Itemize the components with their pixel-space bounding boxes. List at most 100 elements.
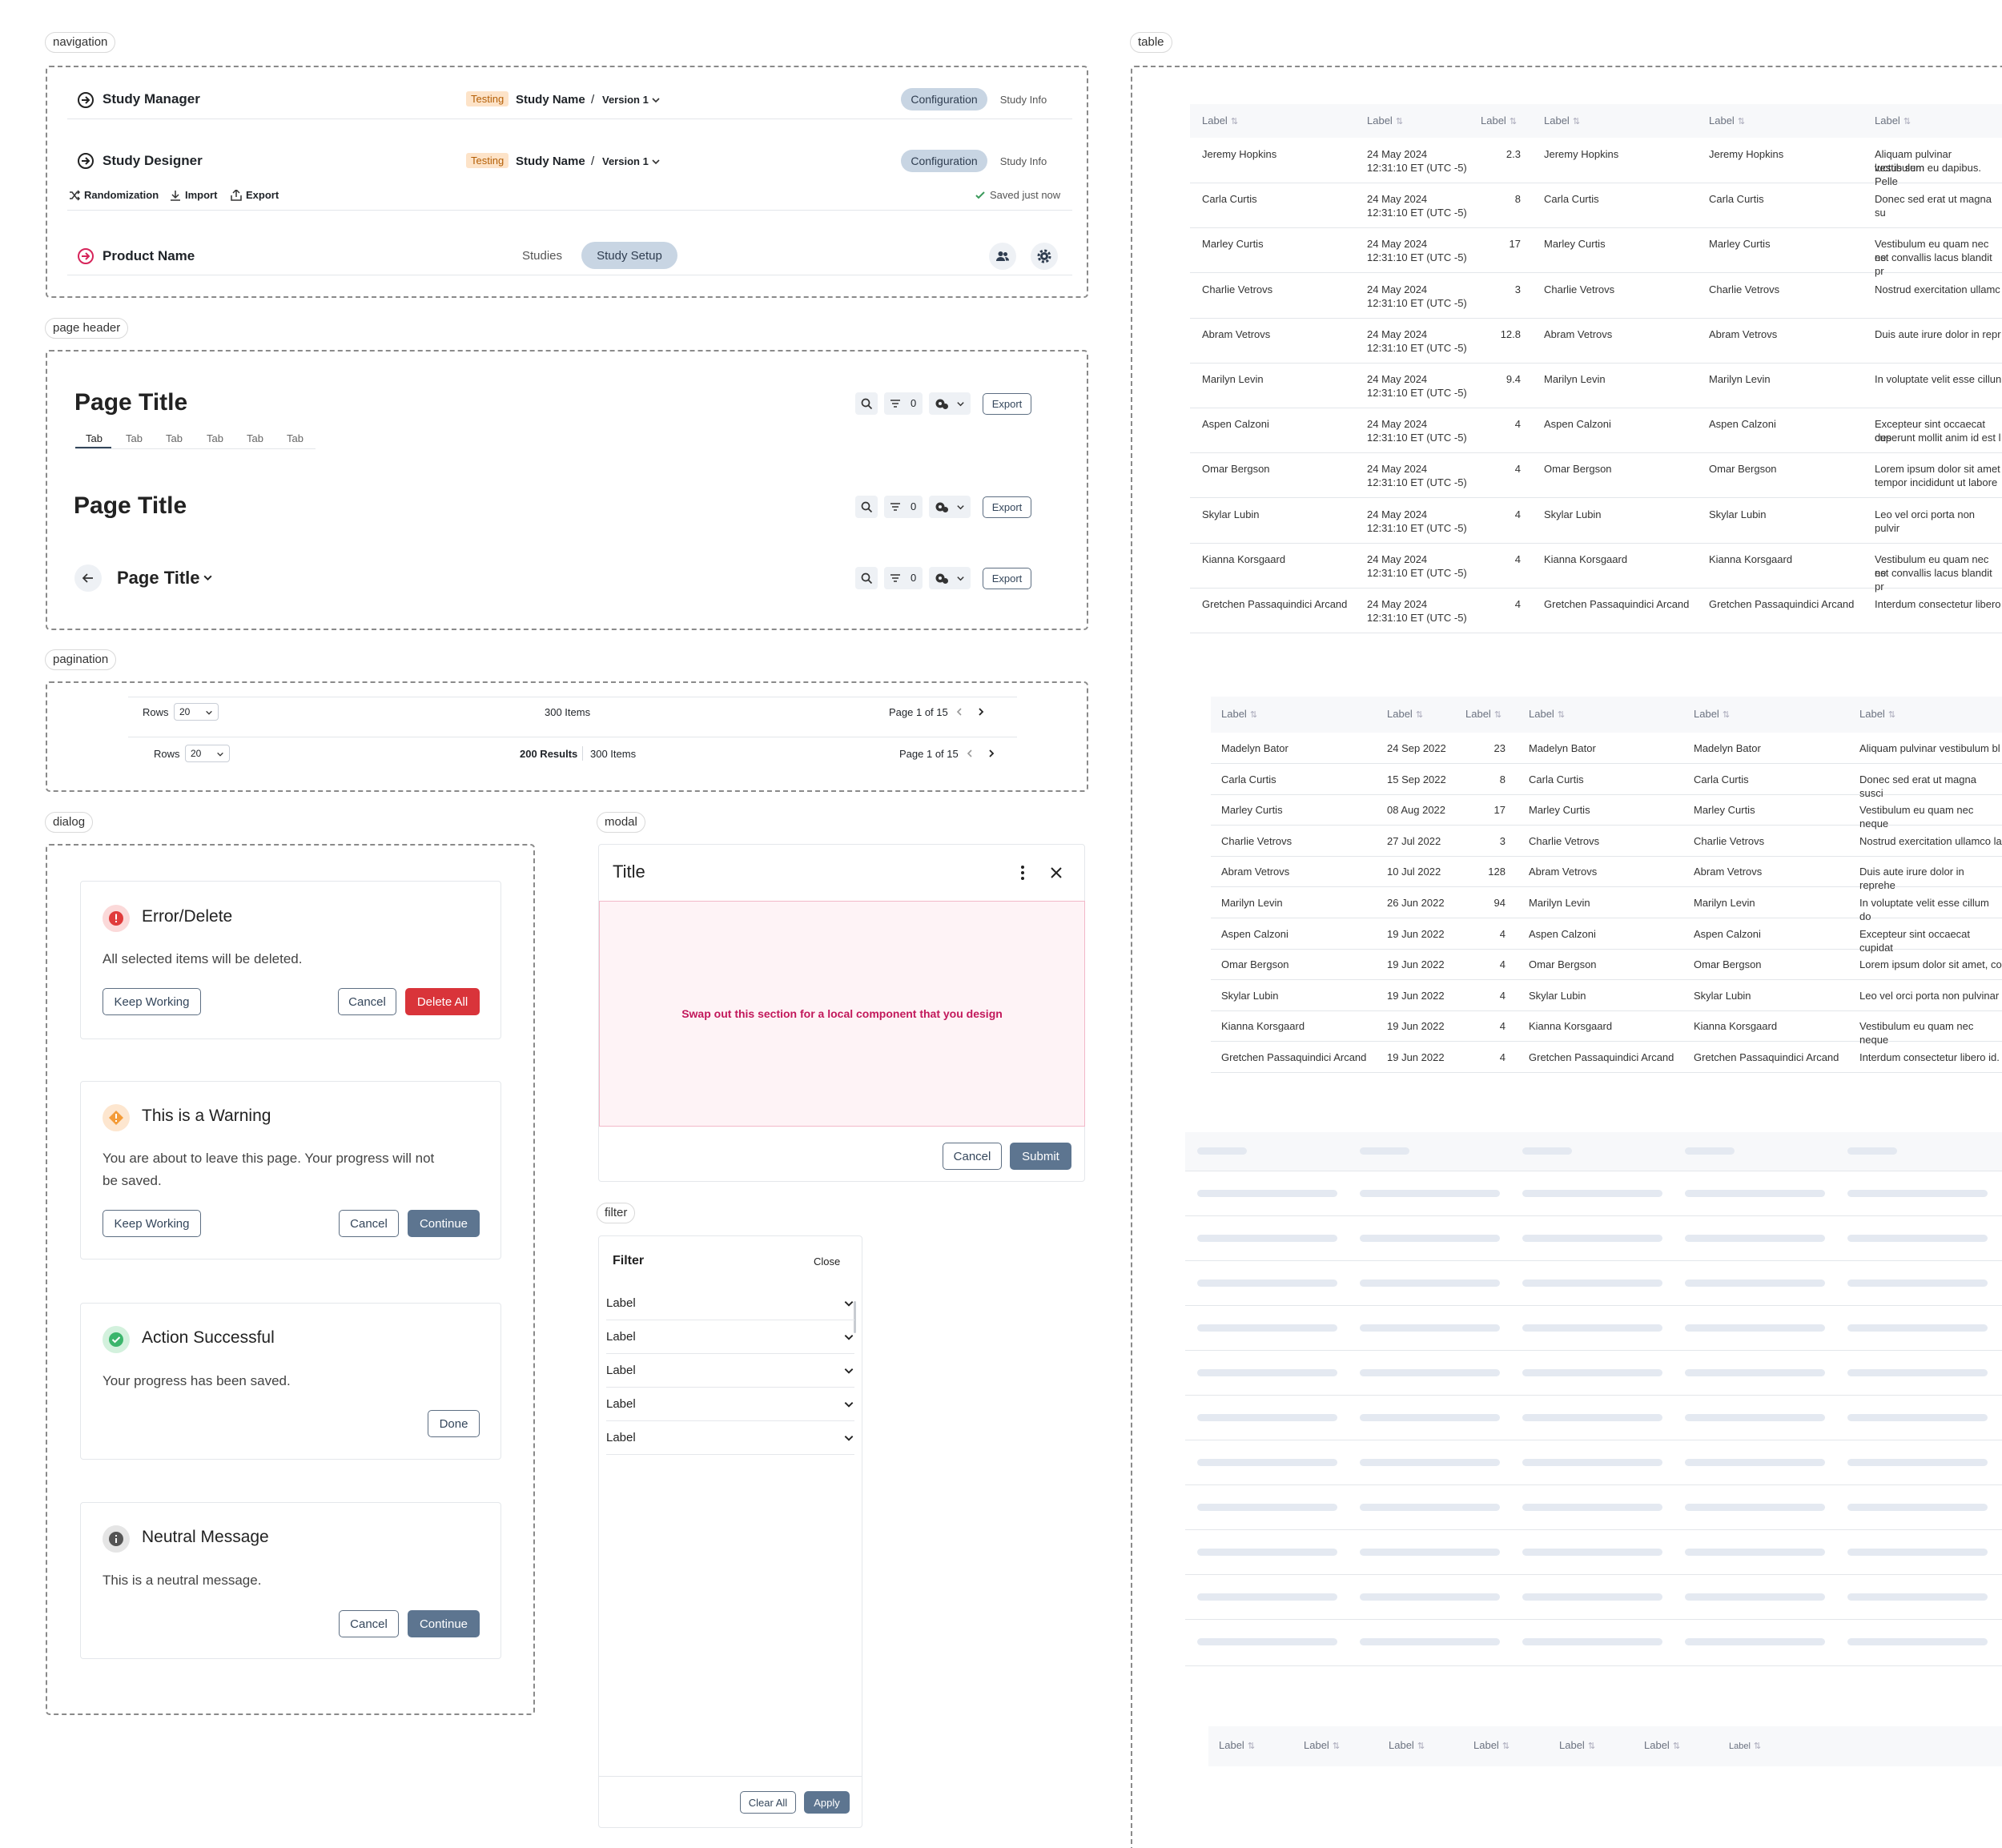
export-button[interactable]: Export <box>983 393 1031 415</box>
chevron-left-icon[interactable] <box>953 705 966 718</box>
sort-icon[interactable]: ⇅ <box>1247 1742 1256 1751</box>
cancel-button[interactable]: Cancel <box>339 1610 399 1637</box>
filter-item[interactable]: Label <box>606 1354 854 1388</box>
tab-study-setup[interactable]: Study Setup <box>581 242 677 269</box>
users-icon[interactable] <box>989 243 1016 270</box>
sort-icon[interactable]: ⇅ <box>1722 710 1731 720</box>
chevron-down-icon[interactable] <box>650 94 661 106</box>
sort-icon[interactable]: ⇅ <box>1493 710 1502 720</box>
delete-all-button[interactable]: Delete All <box>405 988 480 1015</box>
export-button[interactable]: Export <box>246 189 279 201</box>
column-header[interactable]: Label ⇅ <box>1729 1742 1762 1751</box>
column-header[interactable]: Label ⇅ <box>1709 114 1746 127</box>
search-icon[interactable] <box>855 496 878 518</box>
filter-button[interactable]: 0 <box>884 392 923 415</box>
keep-working-button[interactable]: Keep Working <box>103 1210 201 1237</box>
column-header[interactable]: Label ⇅ <box>1367 114 1404 127</box>
column-header[interactable]: Label ⇅ <box>1644 1739 1681 1751</box>
close-icon[interactable] <box>1047 863 1066 882</box>
column-header[interactable]: Label ⇅ <box>1544 114 1581 127</box>
done-button[interactable]: Done <box>428 1410 480 1437</box>
sort-icon[interactable]: ⇅ <box>1502 1742 1510 1751</box>
column-header[interactable]: Label ⇅ <box>1202 114 1239 127</box>
cancel-button[interactable]: Cancel <box>943 1143 1002 1170</box>
tab-configuration[interactable]: Configuration <box>901 150 987 172</box>
chevron-right-icon[interactable] <box>975 705 987 718</box>
filter-item[interactable]: Label <box>606 1421 854 1455</box>
tab[interactable]: Tab <box>287 432 304 444</box>
tab[interactable]: Tab <box>166 432 183 444</box>
column-header[interactable]: Label ⇅ <box>1221 708 1258 720</box>
tab[interactable]: Tab <box>126 432 143 444</box>
tab-study-info[interactable]: Study Info <box>999 155 1047 167</box>
settings-dropdown[interactable] <box>929 496 971 518</box>
study-name[interactable]: Study Name <box>516 93 585 106</box>
export-button[interactable]: Export <box>983 496 1031 518</box>
filter-button[interactable]: 0 <box>884 496 923 518</box>
settings-dropdown[interactable] <box>929 392 971 415</box>
column-header[interactable]: Label ⇅ <box>1389 1739 1425 1751</box>
sort-icon[interactable]: ⇅ <box>1737 117 1746 127</box>
sort-icon[interactable]: ⇅ <box>1753 1742 1762 1751</box>
column-header[interactable]: Label ⇅ <box>1481 114 1518 127</box>
column-header[interactable]: Label ⇅ <box>1473 1739 1510 1751</box>
version-selector[interactable]: Version 1 <box>602 94 649 106</box>
sort-icon[interactable]: ⇅ <box>1903 117 1912 127</box>
column-header[interactable]: Label ⇅ <box>1559 1739 1596 1751</box>
rows-select[interactable]: 20 <box>185 745 230 762</box>
chevron-left-icon[interactable] <box>963 747 976 760</box>
column-header[interactable]: Label ⇅ <box>1304 1739 1341 1751</box>
page-title-dropdown[interactable]: Page Title <box>117 568 200 588</box>
tab[interactable]: Tab <box>247 432 263 444</box>
column-header[interactable]: Label ⇅ <box>1529 708 1566 720</box>
chevron-right-icon[interactable] <box>985 747 998 760</box>
chevron-down-icon[interactable] <box>650 156 661 167</box>
keep-working-button[interactable]: Keep Working <box>103 988 201 1015</box>
filter-item[interactable]: Label <box>606 1287 854 1320</box>
filter-close-button[interactable]: Close <box>814 1255 841 1267</box>
continue-button[interactable]: Continue <box>408 1610 480 1637</box>
sort-icon[interactable]: ⇅ <box>1332 1742 1341 1751</box>
submit-button[interactable]: Submit <box>1010 1143 1071 1170</box>
rows-select[interactable]: 20 <box>174 703 219 721</box>
column-header[interactable]: Label ⇅ <box>1219 1739 1256 1751</box>
sort-icon[interactable]: ⇅ <box>1887 710 1896 720</box>
sort-icon[interactable]: ⇅ <box>1415 710 1424 720</box>
cancel-button[interactable]: Cancel <box>339 1210 399 1237</box>
sort-icon[interactable]: ⇅ <box>1557 710 1566 720</box>
chevron-down-icon[interactable] <box>202 572 213 583</box>
filter-item[interactable]: Label <box>606 1388 854 1421</box>
tab-active[interactable]: Tab <box>86 432 103 444</box>
filter-button[interactable]: 0 <box>884 567 923 589</box>
study-name[interactable]: Study Name <box>516 155 585 168</box>
column-header[interactable]: Label ⇅ <box>1387 708 1424 720</box>
clear-all-button[interactable]: Clear All <box>740 1791 796 1814</box>
tab[interactable]: Tab <box>207 432 223 444</box>
sort-icon[interactable]: ⇅ <box>1417 1742 1425 1751</box>
apply-button[interactable]: Apply <box>804 1791 850 1814</box>
sort-icon[interactable]: ⇅ <box>1395 117 1404 127</box>
filter-item[interactable]: Label <box>606 1320 854 1354</box>
export-button[interactable]: Export <box>983 568 1031 589</box>
version-selector[interactable]: Version 1 <box>602 155 649 167</box>
gear-icon[interactable] <box>1031 243 1058 270</box>
column-header[interactable]: Label ⇅ <box>1875 114 1912 127</box>
more-vertical-icon[interactable] <box>1013 863 1032 882</box>
search-icon[interactable] <box>855 392 878 415</box>
back-arrow-icon[interactable] <box>74 564 102 592</box>
randomization-button[interactable]: Randomization <box>84 189 159 201</box>
sort-icon[interactable]: ⇅ <box>1249 710 1258 720</box>
import-button[interactable]: Import <box>185 189 218 201</box>
tab-study-info[interactable]: Study Info <box>999 93 1047 106</box>
column-header[interactable]: Label ⇅ <box>1465 708 1502 720</box>
continue-button[interactable]: Continue <box>408 1210 480 1237</box>
sort-icon[interactable]: ⇅ <box>1572 117 1581 127</box>
scrollbar-thumb[interactable] <box>854 1301 856 1333</box>
sort-icon[interactable]: ⇅ <box>1587 1742 1596 1751</box>
column-header[interactable]: Label ⇅ <box>1859 708 1896 720</box>
column-header[interactable]: Label ⇅ <box>1694 708 1731 720</box>
sort-icon[interactable]: ⇅ <box>1230 117 1239 127</box>
sort-icon[interactable]: ⇅ <box>1672 1742 1681 1751</box>
tab-configuration[interactable]: Configuration <box>901 88 987 110</box>
search-icon[interactable] <box>855 567 878 589</box>
